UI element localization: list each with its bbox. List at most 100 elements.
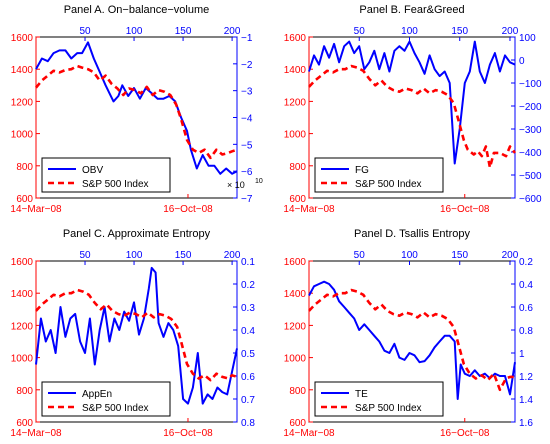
sp500-line [308, 64, 517, 169]
legend-box [314, 157, 444, 193]
left-tick-label: 1200 [284, 321, 307, 332]
left-tick-label: 1400 [284, 65, 307, 76]
panel-a: Panel A. On−balance−volume 600 800 1000 1200… [10, 4, 262, 215]
legend-label: AppEn [82, 389, 112, 400]
left-tick-label: 1000 [11, 130, 34, 141]
panel-title: Panel A. On−balance−volume [64, 4, 210, 16]
left-tick-label: 800 [16, 162, 33, 173]
top-tick-label: 50 [354, 250, 366, 261]
right-tick-label: −300 [519, 125, 542, 136]
sp500-line [34, 64, 238, 160]
sp500-line [308, 288, 515, 392]
panel-title: Panel C. Approximate Entropy [63, 228, 211, 240]
right-tick-label: 1.2 [519, 372, 533, 383]
legend-label: S&P 500 Index [82, 403, 149, 414]
sp500-line [35, 288, 238, 382]
left-tick-label: 1000 [284, 130, 307, 141]
indicator-line [35, 266, 238, 405]
left-tick-label: 1200 [284, 97, 307, 108]
indicator-line [35, 41, 238, 175]
legend-label: S&P 500 Index [355, 179, 422, 190]
axis-multiplier: × 10 [227, 180, 245, 190]
left-tick-label: 600 [289, 418, 306, 429]
right-tick-label: 0.1 [241, 257, 255, 268]
left-tick-label: 800 [289, 386, 306, 397]
right-tick-label: −600 [519, 194, 542, 205]
left-tick-label: 1600 [11, 257, 34, 268]
legend: TE S&P 500 Index [314, 381, 444, 417]
right-tick-label: −200 [519, 102, 542, 113]
legend-label: OBV [82, 165, 103, 176]
right-tick-label: −100 [519, 79, 542, 90]
legend: FG S&P 500 Index [314, 157, 444, 193]
panel-title: Panel B. Fear&Greed [359, 4, 464, 16]
bottom-tick-label: 14−Mar−08 [283, 428, 335, 439]
right-tick-label: −500 [519, 171, 542, 182]
bottom-tick-label: 14−Mar−08 [10, 204, 62, 215]
legend-box [41, 157, 171, 193]
left-tick-label: 1600 [284, 257, 307, 268]
panel-title: Panel D. Tsallis Entropy [354, 228, 470, 240]
right-tick-label: 0.5 [241, 349, 255, 360]
top-tick-label: 150 [451, 26, 468, 37]
top-tick-label: 50 [354, 26, 366, 37]
top-tick-label: 200 [224, 250, 241, 261]
top-tick-label: 150 [175, 26, 192, 37]
right-tick-label: 0 [519, 56, 525, 67]
top-tick-label: 50 [79, 250, 91, 261]
left-tick-label: 1200 [11, 321, 34, 332]
bottom-tick-label: 16−Oct−08 [440, 428, 490, 439]
left-tick-label: 600 [289, 194, 306, 205]
right-tick-label: −2 [241, 60, 253, 71]
top-tick-label: 100 [126, 26, 143, 37]
right-tick-label: 0.8 [519, 326, 533, 337]
legend-label: FG [355, 165, 369, 176]
bottom-tick-label: 14−Mar−08 [10, 428, 62, 439]
right-tick-label: 1.4 [519, 395, 533, 406]
axis-exponent: 10 [255, 178, 263, 185]
left-tick-label: 600 [16, 194, 33, 205]
legend-box [41, 381, 171, 417]
right-tick-label: 0.4 [241, 326, 255, 337]
bottom-tick-label: 14−Mar−08 [283, 204, 335, 215]
left-tick-label: 1000 [284, 354, 307, 365]
top-tick-label: 150 [175, 250, 192, 261]
right-tick-label: 0.6 [519, 303, 533, 314]
left-tick-label: 1400 [11, 289, 34, 300]
left-tick-label: 800 [289, 162, 306, 173]
legend: AppEn S&P 500 Index [41, 381, 171, 417]
left-tick-label: 1600 [11, 33, 34, 44]
left-tick-label: 1600 [284, 33, 307, 44]
legend-box [314, 381, 444, 417]
bottom-tick-label: 16−Oct−08 [440, 204, 490, 215]
legend-label: S&P 500 Index [82, 179, 149, 190]
right-tick-label: 0.4 [519, 280, 533, 291]
legend-label: TE [355, 389, 368, 400]
indicator-line [308, 280, 516, 400]
right-tick-label: 1.6 [519, 418, 533, 429]
right-tick-label: 0.6 [241, 372, 255, 383]
top-tick-label: 200 [502, 250, 519, 261]
indicator-line [308, 40, 516, 165]
top-tick-label: 200 [224, 26, 241, 37]
top-tick-label: 100 [401, 250, 418, 261]
right-tick-label: −7 [241, 194, 253, 205]
panel-d: Panel D. Tsallis Entropy 600 800 1000 1200 14… [283, 228, 533, 439]
right-tick-label: 0.7 [241, 395, 255, 406]
bottom-tick-label: 16−Oct−08 [163, 428, 213, 439]
legend-label: S&P 500 Index [355, 403, 422, 414]
left-tick-label: 1400 [11, 65, 34, 76]
right-tick-label: 0.3 [241, 303, 255, 314]
bottom-tick-label: 16−Oct−08 [163, 204, 213, 215]
right-tick-label: −1 [241, 33, 253, 44]
legend: OBV S&P 500 Index [41, 157, 171, 193]
right-tick-label: −3 [241, 87, 253, 98]
right-tick-label: −4 [241, 114, 253, 125]
left-tick-label: 800 [16, 386, 33, 397]
right-tick-label: 0.8 [241, 418, 255, 429]
left-tick-label: 1200 [11, 97, 34, 108]
right-tick-label: −400 [519, 148, 542, 159]
panel-b: Panel B. Fear&Greed 600 800 1000 1200 1400 160… [283, 4, 542, 215]
right-tick-label: −6 [241, 167, 253, 178]
